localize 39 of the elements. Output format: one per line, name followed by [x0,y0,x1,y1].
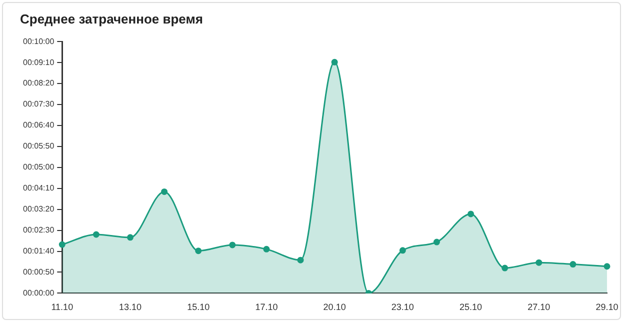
y-tick-label: 00:05:50 [23,142,55,151]
x-tick-label: 25.10 [460,302,482,312]
y-tick-label: 00:09:10 [23,58,55,67]
point [502,264,508,272]
point [195,248,202,254]
point [399,247,406,254]
y-tick-label: 00:04:10 [23,184,55,193]
x-tick-label: 11.10 [51,302,74,312]
point [570,261,576,268]
x-tick-label: 27.10 [528,302,550,312]
point [92,231,100,238]
y-tick-label: 00:01:40 [23,246,55,256]
point [229,242,236,248]
y-tick-label: 00:00:00 [23,288,55,298]
y-tick-label: 00:02:30 [23,226,55,235]
point [468,210,474,218]
y-tick-label: 00:05:00 [23,162,55,172]
x-tick-label: 13.10 [118,302,142,312]
y-tick-label: 00:07:30 [23,100,55,109]
point [331,58,338,66]
point [263,246,270,252]
point [433,238,440,246]
y-tick-label: 00:00:50 [23,267,55,276]
point [161,188,168,195]
point [127,234,134,241]
x-tick-label: 17.10 [255,302,278,312]
chart-title: Среднее затраченное время [20,11,203,26]
x-tick-label: 29.10 [596,302,618,312]
y-tick-label: 00:08:20 [23,78,55,88]
point [58,241,66,248]
y-tick-label: 00:06:40 [23,120,55,130]
y-tick-label: 00:10:00 [23,36,55,46]
point [297,256,304,264]
y-tick-label: 00:03:20 [23,204,55,214]
point [536,259,542,266]
x-tick-label: 23.10 [391,302,414,312]
x-tick-label: 15.10 [187,302,210,312]
x-tick-label: 20.10 [323,302,346,312]
point [604,263,610,270]
